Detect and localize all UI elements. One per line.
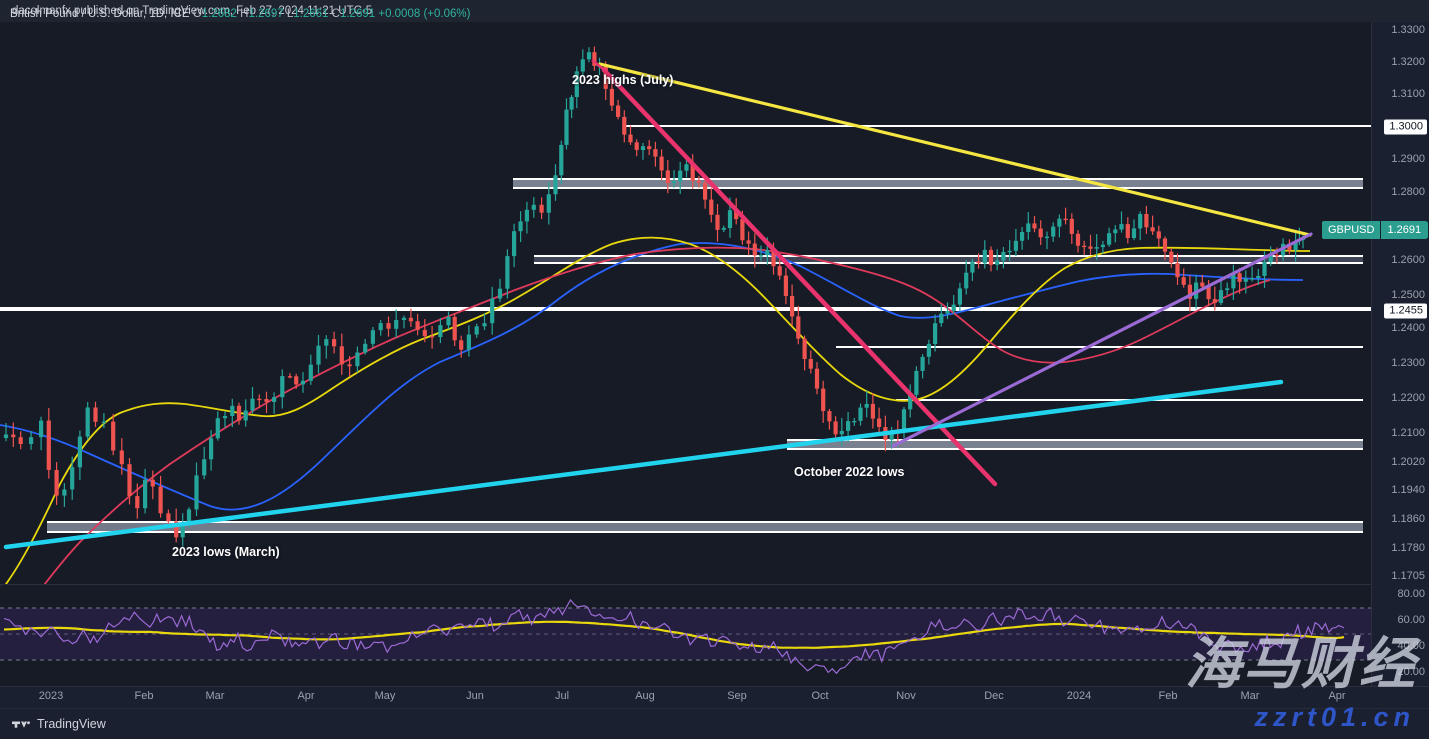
time-label-Apr: Apr	[1328, 690, 1346, 702]
candlestick-series	[3, 46, 1306, 548]
time-label-Mar: Mar	[205, 690, 225, 702]
ma-blue-line	[0, 242, 1304, 511]
price-tick-1.2020: 1.2020	[1391, 456, 1425, 468]
price-tick-1.2455: 1.2455	[1384, 303, 1427, 319]
legend-open-label: O	[192, 8, 202, 20]
price-tick-1.2200: 1.2200	[1391, 392, 1425, 404]
price-tick-1.3100: 1.3100	[1391, 88, 1425, 100]
rsi-pane[interactable]	[0, 586, 1371, 686]
price-tick-1.2900: 1.2900	[1391, 153, 1425, 165]
price-pane[interactable]: 2023 highs (July) October 2022 lows 2023…	[0, 22, 1371, 584]
time-label-Jun: Jun	[466, 690, 484, 702]
legend-high-label: H	[240, 8, 249, 20]
price-tick-1.3300: 1.3300	[1391, 24, 1425, 36]
price-tick-1.1705: 1.1705	[1391, 570, 1425, 582]
trendline-pink-descending	[601, 67, 998, 487]
time-label-Mar: Mar	[1240, 690, 1260, 702]
annotation-october-2022-lows: October 2022 lows	[794, 465, 905, 479]
time-label-Oct: Oct	[811, 690, 829, 702]
price-tag-symbol: GBPUSD	[1322, 221, 1381, 239]
price-tick-1.2500: 1.2500	[1391, 289, 1425, 301]
price-tick-1.2100: 1.2100	[1391, 427, 1425, 439]
time-label-Sep: Sep	[727, 690, 747, 702]
annotation-2023-lows: 2023 lows (March)	[172, 545, 280, 559]
rsi-tick-20.00: 20.00	[1397, 666, 1425, 678]
price-tick-1.2400: 1.2400	[1391, 322, 1425, 334]
price-tick-1.1860: 1.1860	[1391, 513, 1425, 525]
ma-red-line	[43, 246, 1271, 584]
trendline-yellow-downtrend	[598, 62, 1312, 237]
legend-open-value: 1.2682	[201, 8, 237, 20]
tradingview-wordmark: TradingView	[37, 717, 106, 731]
time-label-Dec: Dec	[984, 690, 1004, 702]
publisher-bar: dacolmanfx published on TradingView.com,…	[0, 0, 1429, 22]
price-tag-gbpusd: GBPUSD 1.2691	[1322, 221, 1428, 239]
time-label-Apr: Apr	[297, 690, 315, 702]
legend-change: +0.0008 (+0.06%)	[378, 8, 471, 20]
price-tick-1.2600: 1.2600	[1391, 254, 1425, 266]
rsi-tick-40.00: 40.00	[1397, 640, 1425, 652]
annotation-pointer-2023-highs	[591, 59, 608, 73]
price-tick-1.1780: 1.1780	[1391, 542, 1425, 554]
tradingview-logo[interactable]: TradingView	[12, 717, 106, 731]
pane-separator	[0, 584, 1371, 585]
horizontal-zones	[47, 178, 1363, 533]
trendline-purple-ascending	[891, 232, 1313, 448]
trendline-cyan-ascending	[3, 379, 1284, 550]
legend-low-label: L	[286, 8, 294, 20]
time-label-May: May	[374, 690, 396, 702]
price-tick-1.3200: 1.3200	[1391, 56, 1425, 68]
chart-legend: British Pound / U.S. Dollar, 1D, ICE O1.…	[10, 8, 470, 20]
time-label-Nov: Nov	[896, 690, 916, 702]
rsi-pane-canvas	[0, 598, 1371, 675]
trendlines	[3, 62, 1313, 550]
legend-low-value: 1.2661	[293, 8, 329, 20]
moving-averages	[0, 236, 1311, 584]
rsi-tick-60.00: 60.00	[1397, 614, 1425, 626]
price-axis[interactable]: 1.3300 1.3200 1.3100 1.3000 1.2900 1.2800 1.26…	[1371, 22, 1429, 708]
bottom-bar: TradingView	[0, 708, 1429, 739]
price-tick-1.2300: 1.2300	[1391, 357, 1425, 369]
time-label-2023: 2023	[38, 690, 64, 702]
time-label-Aug: Aug	[635, 690, 655, 702]
rsi-tick-80.00: 80.00	[1397, 588, 1425, 600]
price-tick-1.2800: 1.2800	[1391, 186, 1425, 198]
price-tag-value: 1.2691	[1381, 221, 1428, 239]
legend-close-label: C	[331, 8, 340, 20]
rsi-line	[3, 598, 1345, 675]
time-axis[interactable]: 2023 Feb Mar Apr May Jun Jul Aug Sep Oct Nov Dec 202…	[0, 686, 1429, 708]
price-pane-canvas	[0, 46, 1371, 584]
ma-yellow-line	[4, 236, 1311, 584]
chart-area[interactable]: 2023 highs (July) October 2022 lows 2023…	[0, 22, 1429, 708]
legend-symbol: British Pound / U.S. Dollar, 1D, ICE	[10, 8, 190, 20]
time-label-Feb: Feb	[134, 690, 154, 702]
time-label-Jul: Jul	[554, 690, 570, 702]
tradingview-logo-icon	[12, 720, 30, 728]
annotation-2023-highs: 2023 highs (July)	[572, 73, 674, 87]
time-label-Feb: Feb	[1158, 690, 1178, 702]
legend-high-value: 1.2697	[248, 8, 284, 20]
price-tick-1.1940: 1.1940	[1391, 484, 1425, 496]
time-label-2024: 2024	[1066, 690, 1092, 702]
legend-close-value: 1.2691	[339, 8, 376, 20]
price-tick-1.3000: 1.3000	[1384, 119, 1427, 135]
